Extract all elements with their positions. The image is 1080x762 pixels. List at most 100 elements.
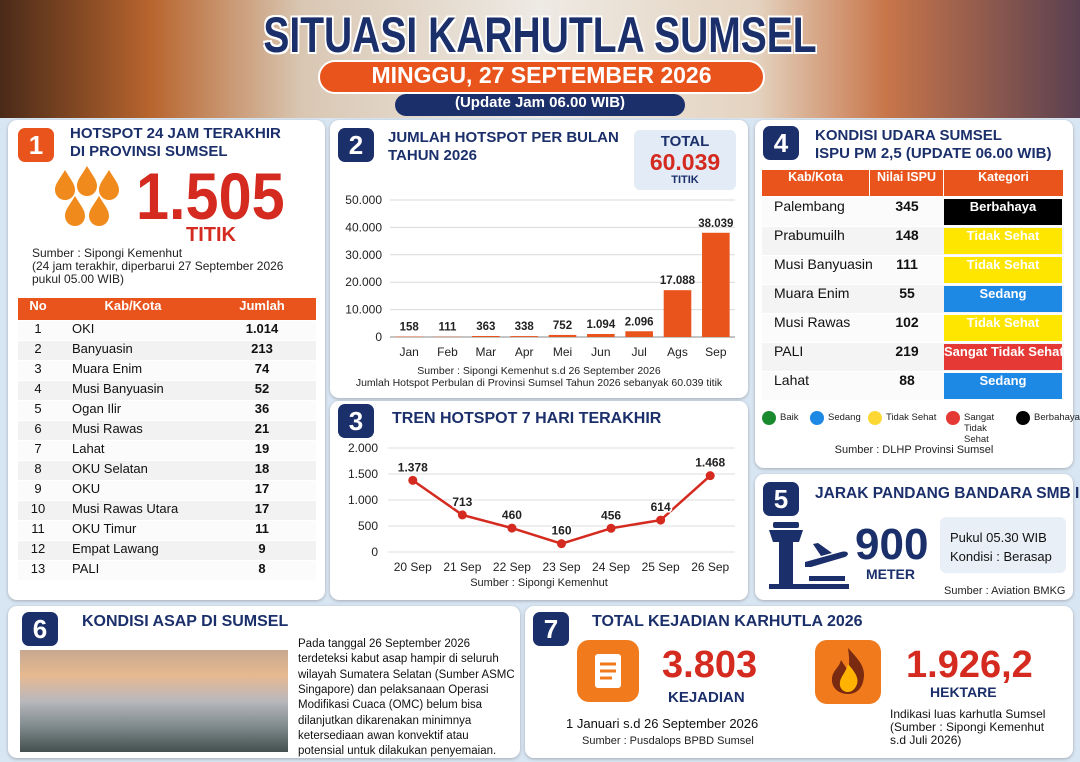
category-cell: Sangat Tidak Sehat (944, 344, 1064, 370)
x-tick-label: Feb (437, 345, 458, 359)
value-label: 2.096 (625, 316, 654, 328)
section-title: ISPU PM 2,5 (UPDATE 06.00 WIB) (815, 145, 1052, 162)
y-tick-label: 0 (371, 545, 378, 559)
y-tick-label: 10.000 (345, 303, 382, 317)
monthly-chart: 0 10.000 20.000 30.000 40.000 50.000 158 Jan 111… (345, 193, 735, 359)
table-cell: 8 (34, 461, 42, 476)
source-note: Sumber : Sipongi Kemenhut (32, 246, 183, 260)
bar (472, 336, 500, 337)
section-title: JARAK PANDANG BANDARA SMB II (815, 485, 1080, 502)
table-cell: 7 (34, 441, 42, 456)
x-tick-label: Ags (667, 345, 688, 359)
table-cell: 213 (251, 341, 273, 356)
table-cell: 11 (255, 521, 269, 536)
table-cell: 36 (254, 401, 270, 416)
point (705, 471, 715, 481)
table-cell: Lahat (774, 372, 810, 388)
legend-label: Tidak Sehat (886, 412, 937, 423)
value-label: 1.094 (586, 319, 615, 331)
table-cell: 9 (258, 541, 266, 556)
table-cell: Palembang (774, 198, 845, 214)
detail-box (940, 517, 1066, 573)
table-cell: OKU (72, 481, 101, 496)
x-tick-label: Jul (631, 345, 646, 359)
table-cell: OKU Selatan (72, 461, 148, 476)
x-tick-label: Jun (591, 345, 610, 359)
total-label: TOTAL (660, 133, 710, 150)
table-cell: 52 (254, 381, 270, 396)
legend-label: Berbahaya (1034, 412, 1080, 423)
table-cell: 21 (254, 421, 270, 436)
table-row (18, 561, 316, 580)
table-cell: PALI (72, 561, 100, 576)
bar (548, 334, 577, 337)
table-cell: 5 (34, 401, 42, 416)
table-cell: 74 (254, 361, 270, 376)
value-label: 158 (400, 322, 420, 334)
x-tick-label: 22 Sep (493, 560, 531, 574)
category-cell: Tidak Sehat (944, 257, 1062, 283)
flame-icon (815, 640, 881, 704)
section-number: 4 (763, 126, 799, 160)
category-cell: Tidak Sehat (944, 315, 1062, 341)
total-value: 60.039 (649, 149, 721, 175)
paragraph-line: Singapore) dan pelaksanaan Operasi (298, 683, 489, 696)
section-number: 6 (22, 612, 58, 646)
table-header: Kab/Kota (58, 298, 208, 320)
table-cell: 12 (30, 541, 46, 556)
point (606, 523, 616, 533)
source-note: Sumber : DLHP Provinsi Sumsel (834, 444, 994, 456)
table-cell: OKU Timur (72, 521, 137, 536)
table-cell: 6 (34, 421, 42, 436)
table-cell: Muara Enim (72, 361, 143, 376)
point (457, 510, 467, 520)
source-note: Sumber : Aviation BMKG (944, 585, 1066, 597)
paragraph-line: dilanjutkan dikarenakan minimnya (298, 714, 472, 727)
value-label: 17.088 (660, 275, 696, 287)
table-row (18, 461, 316, 480)
trend-chart: 0 500 1.000 1.500 2.000 1.378 20 Sep 713 21 Sep 4… (348, 441, 735, 574)
panel-hotspot24 (8, 120, 325, 600)
table-cell: 19 (254, 441, 270, 456)
value-label: 460 (502, 508, 522, 522)
table-cell: 111 (896, 256, 918, 272)
x-tick-label: Jan (399, 345, 418, 359)
table-cell: 10 (30, 501, 46, 516)
y-tick-label: 30.000 (345, 248, 382, 262)
y-tick-label: 0 (375, 330, 382, 344)
events-period: 1 Januari s.d 26 September 2026 (566, 716, 759, 731)
table-cell: Musi Banyuasin (72, 381, 164, 396)
table-header: Kab/Kota (762, 170, 870, 196)
table-cell: 345 (895, 198, 919, 214)
bar (663, 290, 692, 337)
table-row (18, 361, 316, 380)
x-tick-label: 24 Sep (592, 560, 630, 574)
fire-icon (55, 166, 119, 226)
section-title: TOTAL KEJADIAN KARHUTLA 2026 (592, 613, 863, 630)
y-tick-label: 1.500 (348, 467, 378, 481)
section-title: TAHUN 2026 (388, 147, 477, 164)
visibility-value: 900 (855, 520, 929, 569)
area-unit: HEKTARE (930, 684, 997, 700)
events-value: 3.803 (662, 644, 758, 686)
value-label: 456 (601, 508, 621, 522)
value-label: 160 (551, 524, 571, 538)
section-title: TREN HOTSPOT 7 HARI TERAKHIR (392, 410, 662, 427)
category-cell: Tidak Sehat (944, 228, 1062, 254)
paragraph-line: wilayah Sumatera Selatan (Sumber ASMC (298, 668, 515, 681)
x-tick-label: Mei (553, 345, 572, 359)
table-cell: 3 (34, 361, 42, 376)
chart-note: Sumber : Sipongi Kemenhut s.d 26 Septemb… (417, 365, 661, 377)
section-number: 5 (763, 482, 799, 516)
chart-note: Jumlah Hotspot Perbulan di Provinsi Sums… (355, 377, 723, 389)
y-tick-label: 500 (358, 519, 378, 533)
table-cell: 17 (254, 501, 270, 516)
table-cell: 88 (899, 372, 915, 388)
table-row (18, 421, 316, 440)
source-note: (24 jam terakhir, diperbarui 27 Septembe… (32, 259, 284, 273)
value-label: 1.468 (695, 456, 725, 470)
y-tick-label: 40.000 (345, 220, 382, 234)
y-tick-label: 50.000 (345, 193, 382, 207)
table-cell: Empat Lawang (72, 541, 159, 556)
